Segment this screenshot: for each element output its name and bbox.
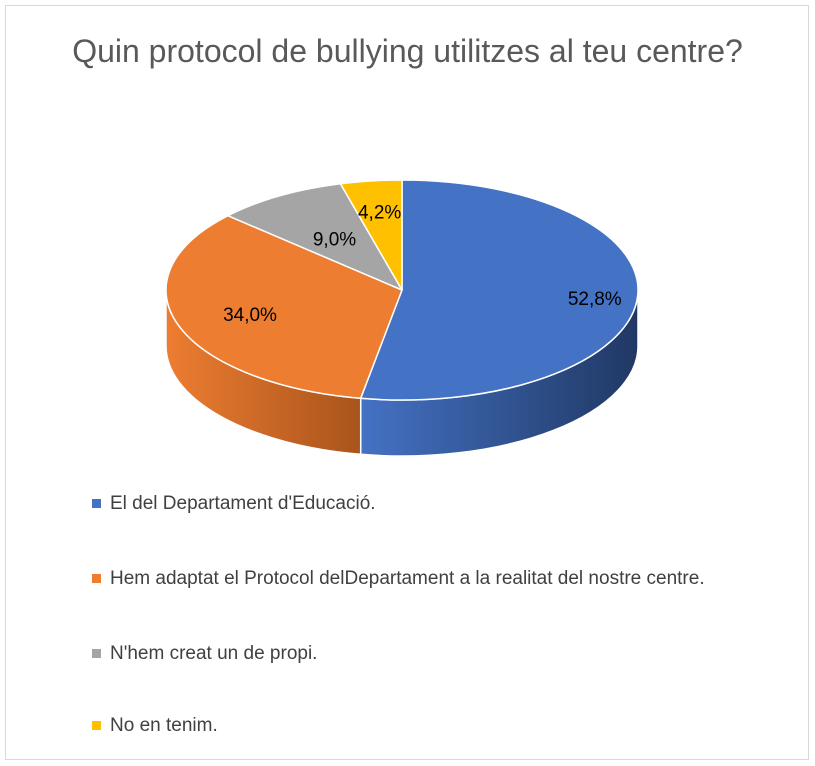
- legend-label-1: El del Departament d'Educació.: [110, 493, 376, 514]
- legend-entry-3: N'hem creat un de propi.: [92, 640, 772, 668]
- data-label-3: 9,0%: [313, 229, 356, 250]
- data-label-1: 52,8%: [568, 289, 622, 310]
- pie-slice-1: [359, 179, 639, 401]
- legend-entry-1: El del Departament d'Educació.: [92, 490, 772, 518]
- legend-swatch-1: [92, 499, 101, 508]
- legend-swatch-2: [92, 574, 101, 583]
- data-label-2: 34,0%: [223, 305, 277, 326]
- legend-entry-2: Hem adaptat el Protocol delDepartament a…: [92, 565, 772, 593]
- legend-label-2: Hem adaptat el Protocol delDepartament a…: [110, 568, 705, 589]
- legend-swatch-4: [92, 721, 101, 730]
- pie-slice-3: [227, 183, 403, 291]
- legend-entry-4: No en tenim.: [92, 712, 772, 740]
- data-label-4: 4,2%: [358, 202, 401, 223]
- legend-swatch-3: [92, 649, 101, 658]
- legend-label-3: N'hem creat un de propi.: [110, 643, 318, 664]
- legend-label-4: No en tenim.: [110, 715, 218, 736]
- pie-slice-2: [165, 214, 403, 400]
- chart-title: Quin protocol de bullying utilitzes al t…: [72, 33, 743, 69]
- pie-slice-4: [339, 179, 403, 291]
